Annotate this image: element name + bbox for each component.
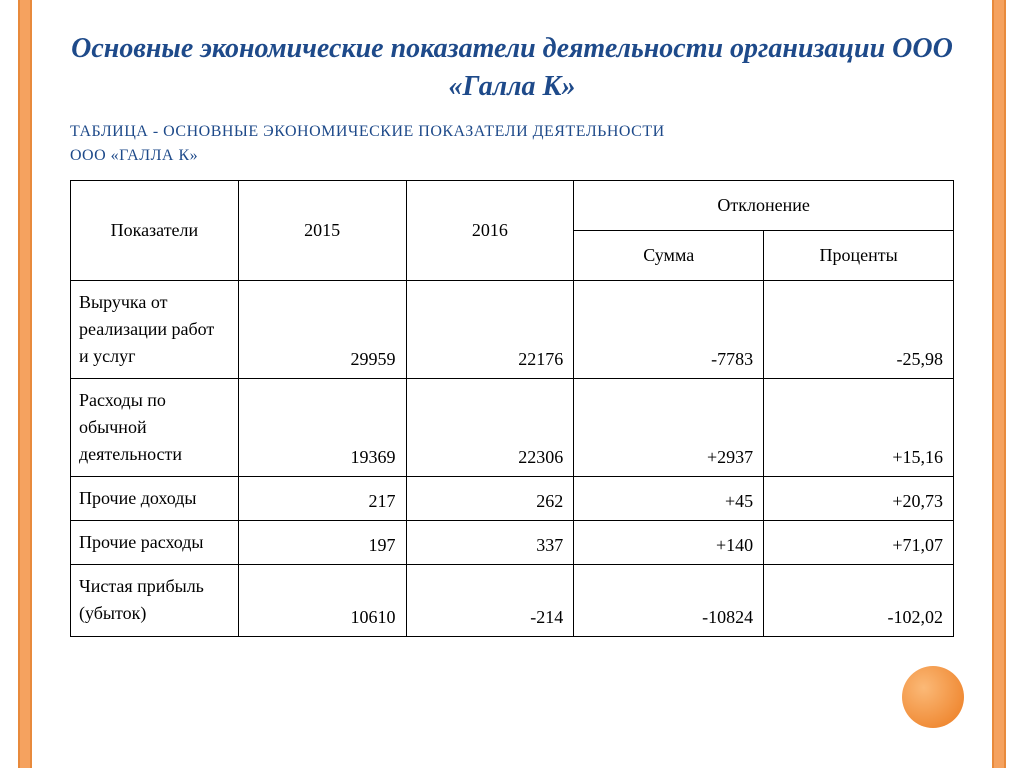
cell-label: Прочие расходы (71, 520, 239, 564)
subtitle: ТАБЛИЦА - ОСНОВНЫЕ ЭКОНОМИЧЕСКИЕ ПОКАЗАТ… (70, 120, 954, 168)
cell-2016: 22306 (406, 378, 574, 476)
cell-2016: 262 (406, 476, 574, 520)
th-deviation-pct: Проценты (764, 230, 954, 280)
cell-2016: -214 (406, 564, 574, 636)
subtitle-line-1: ТАБЛИЦА - ОСНОВНЫЕ ЭКОНОМИЧЕСКИЕ ПОКАЗАТ… (70, 120, 954, 144)
th-deviation-sum: Сумма (574, 230, 764, 280)
cell-label: Чистая прибыль (убыток) (71, 564, 239, 636)
subtitle-line-2: ООО «ГАЛЛА К» (70, 144, 954, 168)
table-row: Расходы по обычной деятельности 19369 22… (71, 378, 954, 476)
cell-pct: -102,02 (764, 564, 954, 636)
cell-pct: +71,07 (764, 520, 954, 564)
page-title: Основные экономические показатели деятел… (70, 30, 954, 106)
cell-pct: -25,98 (764, 280, 954, 378)
decorative-circle (902, 666, 964, 728)
cell-label: Прочие доходы (71, 476, 239, 520)
slide-content: Основные экономические показатели деятел… (0, 0, 1024, 768)
cell-sum: -7783 (574, 280, 764, 378)
cell-sum: +45 (574, 476, 764, 520)
table-row: Выручка от реализации работ и услуг 2995… (71, 280, 954, 378)
cell-sum: +2937 (574, 378, 764, 476)
cell-sum: -10824 (574, 564, 764, 636)
th-deviation-group: Отклонение (574, 180, 954, 230)
th-indicator: Показатели (71, 180, 239, 280)
cell-sum: +140 (574, 520, 764, 564)
table-row: Чистая прибыль (убыток) 10610 -214 -1082… (71, 564, 954, 636)
cell-label: Расходы по обычной деятельности (71, 378, 239, 476)
cell-2015: 217 (238, 476, 406, 520)
cell-2015: 10610 (238, 564, 406, 636)
table-row: Прочие расходы 197 337 +140 +71,07 (71, 520, 954, 564)
cell-2015: 197 (238, 520, 406, 564)
cell-pct: +20,73 (764, 476, 954, 520)
cell-2015: 29959 (238, 280, 406, 378)
cell-2015: 19369 (238, 378, 406, 476)
table-row: Прочие доходы 217 262 +45 +20,73 (71, 476, 954, 520)
cell-pct: +15,16 (764, 378, 954, 476)
cell-2016: 337 (406, 520, 574, 564)
th-year-2016: 2016 (406, 180, 574, 280)
th-year-2015: 2015 (238, 180, 406, 280)
indicators-table: Показатели 2015 2016 Отклонение Сумма Пр… (70, 180, 954, 637)
cell-label: Выручка от реализации работ и услуг (71, 280, 239, 378)
cell-2016: 22176 (406, 280, 574, 378)
